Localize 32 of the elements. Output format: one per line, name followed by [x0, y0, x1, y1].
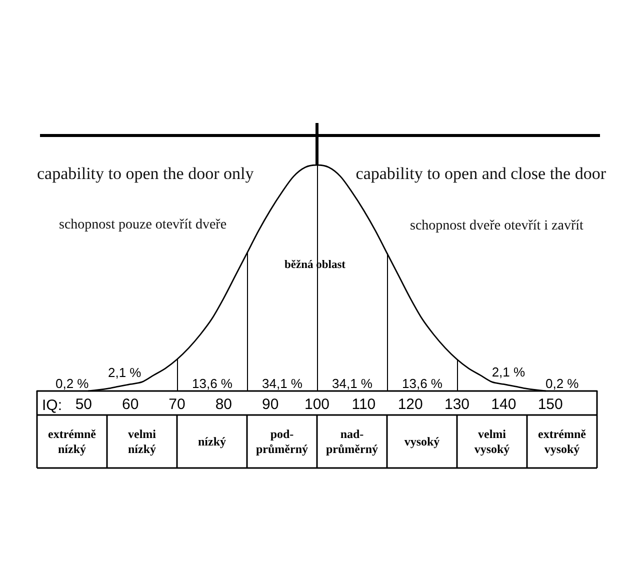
- x-tick-label: 140: [491, 396, 516, 413]
- text: velmi vysoký: [474, 427, 510, 456]
- annotation: 2,1 %: [108, 364, 142, 380]
- x-tick-label: 150: [538, 396, 563, 413]
- annotation: 0,2 %: [55, 376, 90, 391]
- text: extrémně nízký: [48, 427, 97, 456]
- x-tick-label: 90: [262, 396, 279, 413]
- text: nad-průměrný: [326, 427, 378, 456]
- text: extrémně vysoký: [538, 427, 587, 456]
- x-tick-label: 70: [168, 396, 186, 413]
- x-tick-label: 80: [215, 396, 232, 413]
- annotation: schopnost dveře otevřít i zavřít: [410, 218, 584, 234]
- annotation: 34,1 %: [332, 376, 373, 391]
- x-tick-label: 100: [304, 396, 330, 413]
- annotation: schopnost pouze otevřít dveře: [59, 218, 227, 232]
- text: velmi nízký: [128, 427, 157, 456]
- annotation: capability to open and close the door: [356, 164, 606, 183]
- x-tick-label: 110: [352, 396, 376, 413]
- x-tick-label: 130: [444, 396, 470, 413]
- x-tick-label: 120: [398, 396, 423, 413]
- text: nízký: [198, 434, 226, 448]
- annotation: capability to open the door only: [37, 164, 254, 183]
- x-tick-label: 50: [75, 396, 92, 413]
- annotation: 0,2 %: [545, 376, 580, 391]
- annotation: 13,6 %: [192, 376, 233, 391]
- x-tick-label: 60: [122, 396, 139, 413]
- text: vysoký: [404, 434, 440, 448]
- annotation: 13,6 %: [402, 376, 443, 391]
- text: pod-průměrný: [256, 427, 308, 456]
- annotation: 2,1 %: [492, 364, 526, 380]
- x-axis-title: IQ:: [42, 397, 62, 414]
- annotation: 34,1 %: [262, 376, 303, 391]
